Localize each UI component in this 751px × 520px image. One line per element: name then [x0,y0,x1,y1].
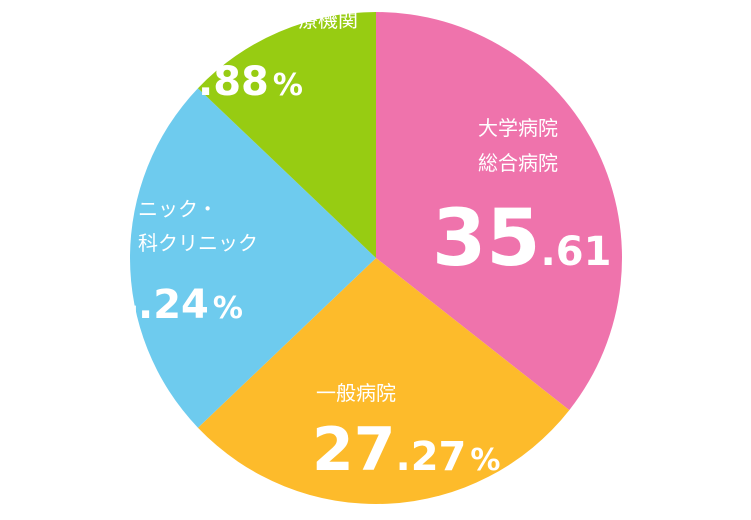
pie-slice-3 [197,12,376,258]
slice-category-label: ニック・ [138,197,218,221]
slice-value-label: 27.27% [312,415,500,485]
slice-category-label: 総合病院 [478,151,558,175]
slice-category-label: 科クリニック [138,231,258,255]
slice-category-label: 大学病院 [478,116,558,140]
pie-slice-1 [197,258,570,504]
slice-value-label: 35.61 [432,194,611,284]
pie-slice-0 [376,12,622,411]
slice-value-label: .88% [198,59,303,105]
slice-value-label: 4.24% [106,275,243,329]
slice-category-label: 療機関 [298,8,358,32]
pie-slice-2 [129,88,376,428]
slice-category-label: 一般病院 [316,381,396,405]
